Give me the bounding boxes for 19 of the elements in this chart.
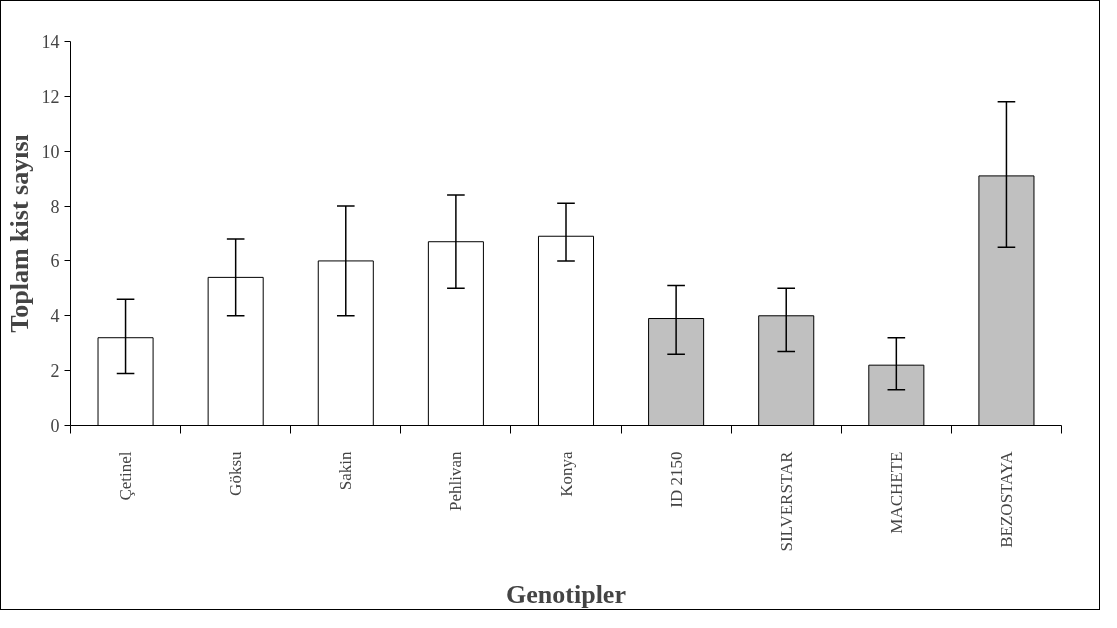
y-axis-title: Toplam kist sayısı [4, 134, 34, 333]
x-tick-label: Göksu [226, 451, 246, 496]
y-tick-label: 12 [41, 86, 60, 107]
y-tick-label: 0 [50, 416, 60, 436]
x-tick-label: Çetinel [116, 451, 136, 501]
x-tick-label: BEZOSTAYA [996, 450, 1016, 548]
y-tick-label: 6 [50, 251, 60, 272]
x-tick-label: ID 2150 [666, 451, 686, 508]
x-tick-label: MACHETE [886, 451, 906, 534]
y-tick-label: 10 [41, 141, 60, 162]
x-tick-label: Sakin [336, 451, 356, 491]
x-tick-label: Pehlivan [446, 451, 466, 511]
x-tick-label: Konya [556, 451, 576, 497]
y-tick-label: 8 [50, 196, 60, 217]
x-tick-label: SILVERSTAR [776, 450, 796, 552]
y-tick-label: 2 [50, 361, 60, 382]
y-tick-label: 4 [50, 306, 60, 327]
x-axis-title: Genotipler [506, 579, 626, 609]
y-tick-label: 14 [41, 32, 60, 52]
